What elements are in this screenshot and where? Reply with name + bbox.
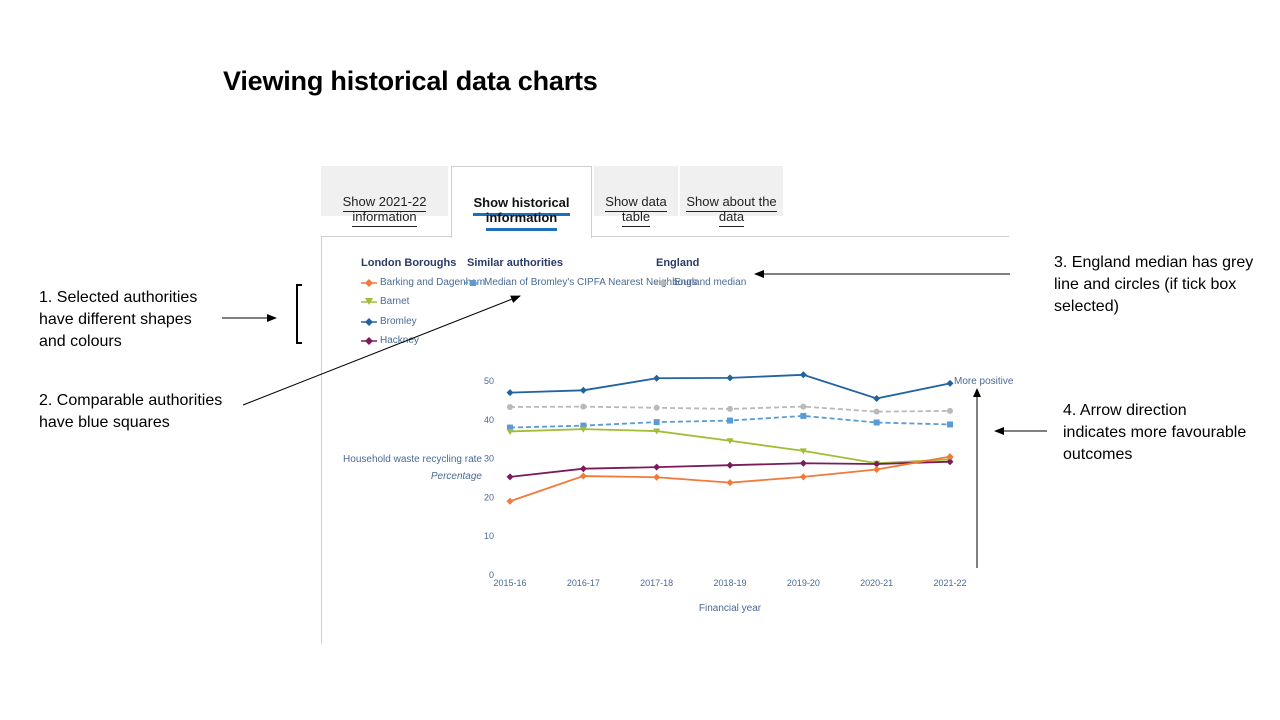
y-axis-title: Household waste recycling rate	[343, 454, 482, 465]
x-tick-label: 2021-22	[933, 578, 966, 588]
slide-title: Viewing historical data charts	[223, 66, 598, 96]
tab-historical-information[interactable]: Show historical information	[451, 166, 592, 238]
triangle-marker-icon	[361, 297, 377, 305]
data-point	[506, 497, 514, 505]
data-point	[873, 419, 880, 426]
tab-about-the-data[interactable]: Show about the data	[680, 166, 783, 227]
data-point	[873, 465, 881, 473]
annotation-england-median: 3. England median has grey line and circl…	[1054, 254, 1254, 315]
y-tick-label: 20	[484, 492, 494, 502]
y-tick-label: 50	[484, 376, 494, 386]
bracket-selected-authorities	[296, 284, 302, 344]
legend-item-barnet[interactable]: Barnet	[361, 296, 409, 307]
data-point	[799, 371, 807, 379]
x-axis-title: Financial year	[699, 603, 762, 614]
x-tick-label: 2020-21	[860, 578, 893, 588]
data-point	[946, 453, 954, 461]
data-point	[799, 448, 807, 455]
data-point	[947, 407, 953, 414]
data-point	[873, 408, 880, 415]
data-point	[579, 472, 587, 480]
y-tick-label: 30	[484, 454, 494, 464]
diamond-marker-icon	[361, 278, 377, 287]
legend-item-hackney[interactable]: Hackney	[361, 335, 419, 346]
data-point	[507, 403, 513, 410]
x-tick-label: 2016-17	[567, 578, 600, 588]
data-point	[946, 379, 954, 387]
up-arrow-icon	[973, 388, 981, 397]
data-point	[507, 424, 513, 431]
data-point	[799, 459, 807, 467]
data-point	[726, 374, 734, 382]
data-point	[579, 465, 587, 473]
annotation-selected-authorities: 1. Selected authorities have different sh…	[39, 289, 198, 350]
legend-item-bromley[interactable]: Bromley	[361, 316, 417, 327]
annotation-arrow-direction: 4. Arrow direction indicates more favoura…	[1063, 402, 1247, 463]
legend-heading-london-boroughs: London Boroughs	[361, 257, 457, 269]
screenshot-panel: Show 2021-22 information Show historical…	[321, 166, 1011, 644]
data-point	[946, 458, 954, 466]
panel-border-left	[321, 236, 322, 644]
legend-heading-similar-authorities: Similar authorities	[467, 257, 563, 269]
data-point	[873, 460, 881, 468]
data-point	[873, 394, 881, 402]
data-point	[580, 422, 587, 429]
tab-2021-22-information[interactable]: Show 2021-22 information	[321, 166, 448, 227]
data-point	[653, 404, 660, 411]
data-point	[653, 419, 660, 426]
y-tick-label: 10	[484, 531, 494, 541]
data-point	[653, 473, 661, 481]
arrow-to-similar-authorities	[242, 295, 521, 406]
y-axis-unit: Percentage	[431, 471, 483, 482]
data-point	[580, 403, 587, 410]
data-point	[579, 386, 587, 394]
diamond-marker-icon	[361, 317, 377, 326]
data-point	[727, 405, 733, 412]
y-tick-label: 0	[489, 570, 494, 580]
legend-item-england-median[interactable]: England median	[655, 277, 746, 288]
annotation-comparable-authorities: 2. Comparable authorities have blue squar…	[39, 392, 223, 431]
legend-item-cipfa-median[interactable]: Median of Bromley's CIPFA Nearest Neighb…	[465, 277, 697, 288]
data-point	[726, 438, 734, 445]
x-tick-label: 2018-19	[713, 578, 746, 588]
data-point	[947, 421, 953, 428]
data-point	[579, 426, 587, 433]
data-point	[506, 473, 514, 481]
data-point	[653, 428, 661, 435]
data-point	[727, 417, 733, 424]
legend-item-barking[interactable]: Barking and Dagenham	[361, 277, 485, 288]
tab-data-table[interactable]: Show data table	[594, 166, 678, 227]
data-point	[653, 463, 661, 471]
data-point	[800, 403, 807, 410]
x-tick-label: 2015-16	[493, 578, 526, 588]
diamond-marker-icon	[361, 336, 377, 345]
data-point	[726, 479, 734, 487]
y-tick-label: 40	[484, 415, 494, 425]
direction-label: More positive	[954, 376, 1014, 387]
x-tick-label: 2019-20	[787, 578, 820, 588]
data-point	[800, 412, 807, 419]
data-point	[506, 389, 514, 397]
panel-border-top	[321, 236, 1009, 237]
x-tick-label: 2017-18	[640, 578, 673, 588]
data-point	[799, 473, 807, 481]
legend-heading-england: England	[656, 257, 700, 269]
data-point	[726, 461, 734, 469]
square-marker-icon	[465, 279, 481, 286]
data-point	[506, 428, 514, 435]
data-point	[653, 374, 661, 382]
circle-marker-icon	[655, 279, 671, 286]
